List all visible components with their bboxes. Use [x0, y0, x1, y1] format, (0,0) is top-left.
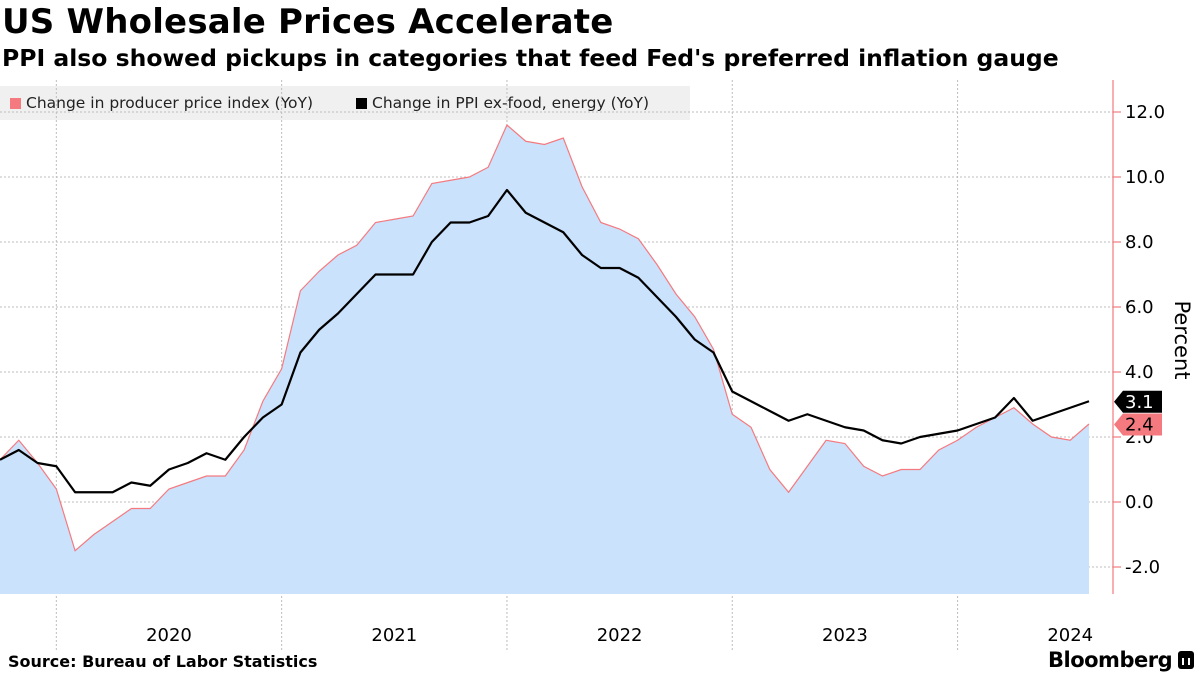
- legend-item-ppi: Change in producer price index (YoY): [10, 94, 313, 112]
- legend-swatch-core-ppi: [356, 97, 367, 109]
- y-tick-label: -2.0: [1125, 557, 1160, 578]
- end-label-ppi-tag: [1114, 413, 1162, 436]
- legend-label-core-ppi: Change in PPI ex-food, energy (YoY): [372, 94, 650, 112]
- series-line-ppi: [0, 124, 1090, 552]
- x-tick-label: 2020: [146, 625, 192, 646]
- x-tick-label: 2021: [371, 625, 417, 646]
- plot: [0, 124, 1090, 594]
- chart-title: US Wholesale Prices Accelerate: [2, 2, 614, 42]
- y-tick-label: 0.0: [1125, 492, 1154, 513]
- x-tick-label: 2024: [1047, 625, 1093, 646]
- legend: Change in producer price index (YoY) Cha…: [0, 86, 690, 120]
- end-label-core-ppi-value: 3.1: [1125, 392, 1154, 413]
- series-line-core-ppi: [0, 188, 1090, 494]
- y-axis-title: Percent: [1170, 300, 1194, 379]
- bloomberg-terminal-icon: [1178, 651, 1195, 669]
- end-label-ppi-value: 2.4: [1125, 415, 1154, 436]
- source-note: Source: Bureau of Labor Statistics: [8, 652, 318, 671]
- x-tick-label: 2023: [822, 625, 868, 646]
- x-tick-label: 2022: [597, 625, 643, 646]
- series-area-ppi: [0, 125, 1089, 594]
- legend-item-core-ppi: Change in PPI ex-food, energy (YoY): [356, 94, 649, 112]
- brand-name: Bloomberg: [1048, 648, 1173, 672]
- y-tick-label: 6.0: [1125, 297, 1154, 318]
- legend-swatch-ppi: [10, 97, 21, 109]
- y-tick-label: 10.0: [1125, 167, 1165, 188]
- legend-label-ppi: Change in producer price index (YoY): [26, 94, 313, 112]
- brand-logo: Bloomberg: [1048, 648, 1195, 672]
- y-tick-label: 4.0: [1125, 362, 1154, 383]
- y-tick-label: 8.0: [1125, 232, 1154, 253]
- y-tick-label: 12.0: [1125, 102, 1165, 123]
- end-label-core-ppi-tag: [1114, 390, 1162, 413]
- chart-subtitle: PPI also showed pickups in categories th…: [2, 44, 1059, 72]
